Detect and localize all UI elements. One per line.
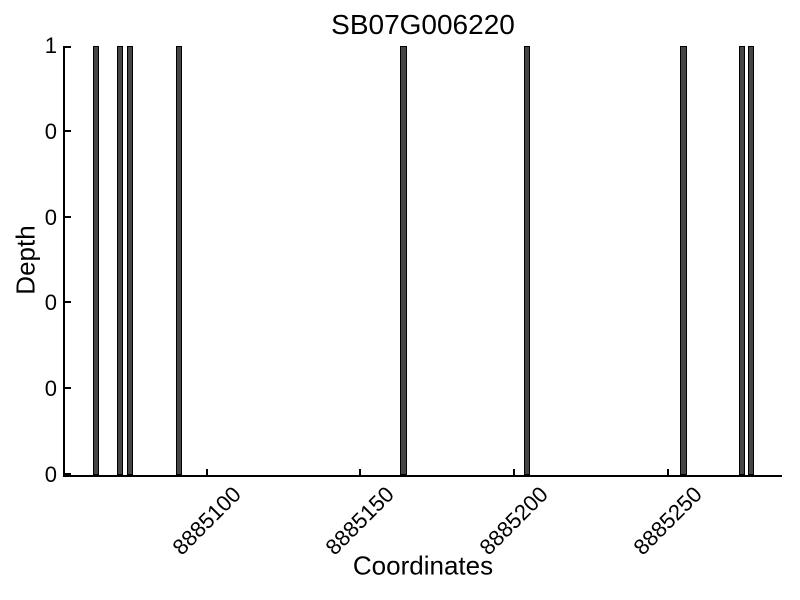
y-tick-mark [65, 215, 71, 218]
depth-bar [117, 46, 124, 475]
x-tick-mark [205, 469, 208, 475]
y-tick-mark [65, 301, 71, 304]
plot-area [63, 46, 782, 477]
x-tick-label: 8885200 [474, 481, 554, 560]
y-axis-label: Depth [10, 225, 41, 295]
depth-bar [126, 46, 133, 475]
depth-bar [400, 46, 407, 475]
y-tick-label: 0 [44, 290, 57, 316]
x-axis-label: Coordinates [352, 550, 494, 581]
depth-bar [175, 46, 182, 475]
x-tick-label: 8885250 [628, 481, 707, 560]
x-tick-label: 8885100 [167, 481, 246, 560]
depth-bar [748, 46, 755, 475]
y-tick-label: 0 [44, 462, 57, 487]
depth-bar [523, 46, 530, 475]
depth-bar [738, 46, 746, 475]
x-tick-mark [513, 469, 516, 475]
y-tick-label: 1 [44, 33, 57, 58]
y-tick-mark [65, 387, 71, 390]
y-tick-mark [65, 46, 71, 48]
x-tick-label: 8885150 [320, 481, 400, 560]
y-tick-label: 0 [44, 118, 57, 144]
depth-bar [92, 46, 99, 475]
chart-title: SB07G006220 [331, 9, 515, 40]
y-tick-mark [65, 473, 71, 475]
depth-bar [680, 46, 687, 475]
y-tick-label: 0 [44, 204, 57, 230]
x-tick-mark [667, 469, 670, 475]
y-tick-mark [65, 129, 71, 132]
x-tick-mark [359, 469, 362, 475]
y-tick-label: 0 [44, 376, 57, 402]
